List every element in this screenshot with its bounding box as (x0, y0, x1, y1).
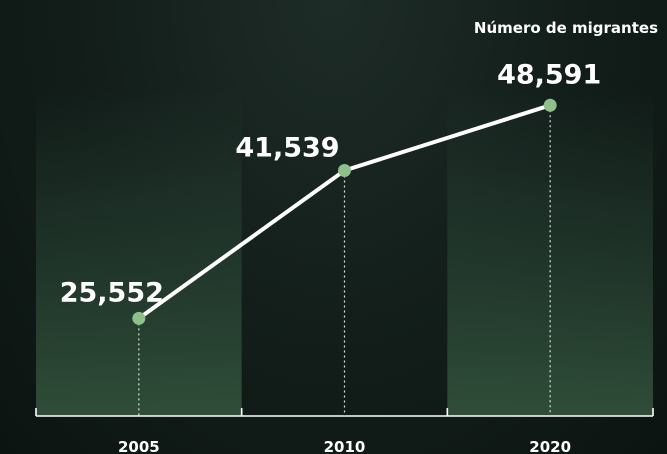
data-label-2005: 25,552 (60, 277, 164, 308)
data-label-2020: 48,591 (497, 59, 601, 90)
data-label-2010: 41,539 (235, 133, 339, 164)
chart-title: Número de migrantes (474, 19, 658, 37)
column-band-2005 (36, 90, 242, 416)
data-point-2005 (132, 311, 146, 325)
x-tick-label-2010: 2010 (324, 438, 366, 454)
x-tick-label-2005: 2005 (118, 438, 160, 454)
data-point-2010 (338, 164, 351, 178)
x-tick-label-2020: 2020 (529, 438, 571, 454)
data-point-2020 (543, 98, 557, 112)
